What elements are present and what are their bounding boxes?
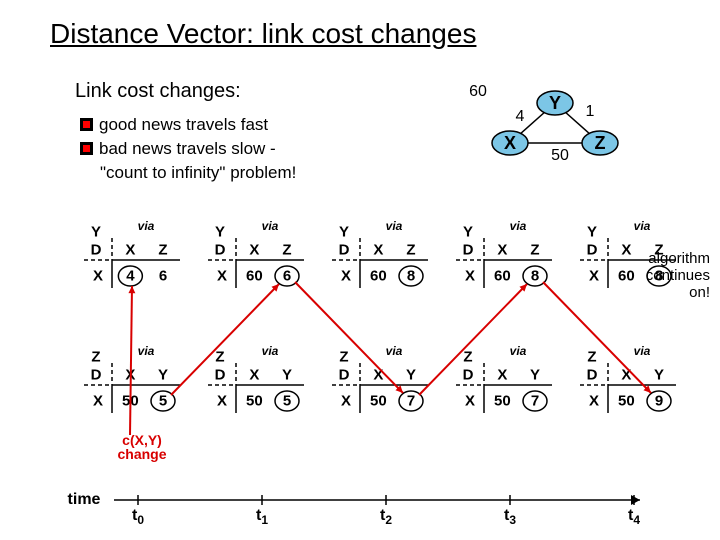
svg-text:via: via [510, 344, 527, 358]
svg-text:50: 50 [494, 393, 511, 410]
svg-text:Y: Y [158, 367, 168, 384]
svg-text:Z: Z [339, 349, 348, 366]
svg-text:Z: Z [91, 349, 100, 366]
svg-text:change: change [117, 446, 166, 462]
svg-text:Y: Y [406, 367, 416, 384]
svg-text:X: X [93, 393, 103, 410]
svg-text:60: 60 [618, 268, 635, 285]
svg-text:X: X [497, 367, 507, 384]
svg-text:Y: Y [654, 367, 664, 384]
svg-text:time: time [68, 491, 101, 508]
svg-text:X: X [373, 242, 383, 259]
svg-text:8: 8 [655, 268, 663, 285]
svg-text:D: D [215, 242, 226, 259]
svg-text:60: 60 [246, 268, 263, 285]
svg-text:5: 5 [159, 393, 167, 410]
svg-text:via: via [138, 344, 155, 358]
svg-text:7: 7 [407, 393, 415, 410]
svg-text:8: 8 [531, 268, 539, 285]
svg-text:X: X [249, 367, 259, 384]
svg-text:Z: Z [282, 242, 291, 259]
svg-text:D: D [339, 367, 350, 384]
svg-text:Y: Y [215, 224, 225, 241]
svg-text:D: D [463, 242, 474, 259]
svg-text:X: X [621, 242, 631, 259]
svg-text:X: X [217, 268, 227, 285]
svg-text:50: 50 [246, 393, 263, 410]
svg-text:60: 60 [494, 268, 511, 285]
svg-text:50: 50 [618, 393, 635, 410]
svg-text:X: X [341, 393, 351, 410]
svg-text:X: X [465, 268, 475, 285]
svg-text:Y: Y [282, 367, 292, 384]
svg-text:X: X [465, 393, 475, 410]
svg-text:via: via [386, 219, 403, 233]
svg-text:6: 6 [159, 268, 167, 285]
svg-text:D: D [339, 242, 350, 259]
svg-text:Z: Z [406, 242, 415, 259]
svg-text:via: via [510, 219, 527, 233]
svg-text:t3: t3 [504, 507, 516, 527]
svg-text:X: X [249, 242, 259, 259]
svg-text:Y: Y [463, 224, 473, 241]
svg-text:Z: Z [158, 242, 167, 259]
svg-text:via: via [262, 219, 279, 233]
svg-text:X: X [589, 393, 599, 410]
svg-text:D: D [215, 367, 226, 384]
svg-text:Z: Z [215, 349, 224, 366]
svg-text:t4: t4 [628, 507, 640, 527]
svg-text:4: 4 [126, 268, 135, 285]
svg-text:via: via [634, 344, 651, 358]
svg-text:via: via [386, 344, 403, 358]
svg-text:Z: Z [654, 242, 663, 259]
svg-text:Z: Z [463, 349, 472, 366]
svg-text:via: via [138, 219, 155, 233]
svg-text:D: D [463, 367, 474, 384]
svg-text:60: 60 [370, 268, 387, 285]
svg-text:5: 5 [283, 393, 291, 410]
svg-text:6: 6 [283, 268, 291, 285]
svg-text:Y: Y [587, 224, 597, 241]
svg-text:Z: Z [587, 349, 596, 366]
svg-text:Y: Y [530, 367, 540, 384]
svg-text:t2: t2 [380, 507, 392, 527]
svg-text:D: D [587, 242, 598, 259]
svg-text:X: X [341, 268, 351, 285]
svg-text:8: 8 [407, 268, 415, 285]
svg-text:X: X [589, 268, 599, 285]
svg-text:via: via [634, 219, 651, 233]
svg-text:9: 9 [655, 393, 663, 410]
svg-text:D: D [91, 242, 102, 259]
svg-text:X: X [497, 242, 507, 259]
dv-tables-diagram: YviaDXZX46ZviaDXYX505YviaDXZX606ZviaDXYX… [0, 0, 720, 540]
svg-text:X: X [125, 242, 135, 259]
svg-text:50: 50 [370, 393, 387, 410]
svg-text:Y: Y [91, 224, 101, 241]
svg-text:X: X [217, 393, 227, 410]
svg-text:Z: Z [530, 242, 539, 259]
svg-text:D: D [587, 367, 598, 384]
svg-text:D: D [91, 367, 102, 384]
svg-text:Y: Y [339, 224, 349, 241]
svg-text:t0: t0 [132, 507, 144, 527]
svg-text:via: via [262, 344, 279, 358]
svg-text:X: X [93, 268, 103, 285]
svg-text:t1: t1 [256, 507, 268, 527]
svg-text:7: 7 [531, 393, 539, 410]
